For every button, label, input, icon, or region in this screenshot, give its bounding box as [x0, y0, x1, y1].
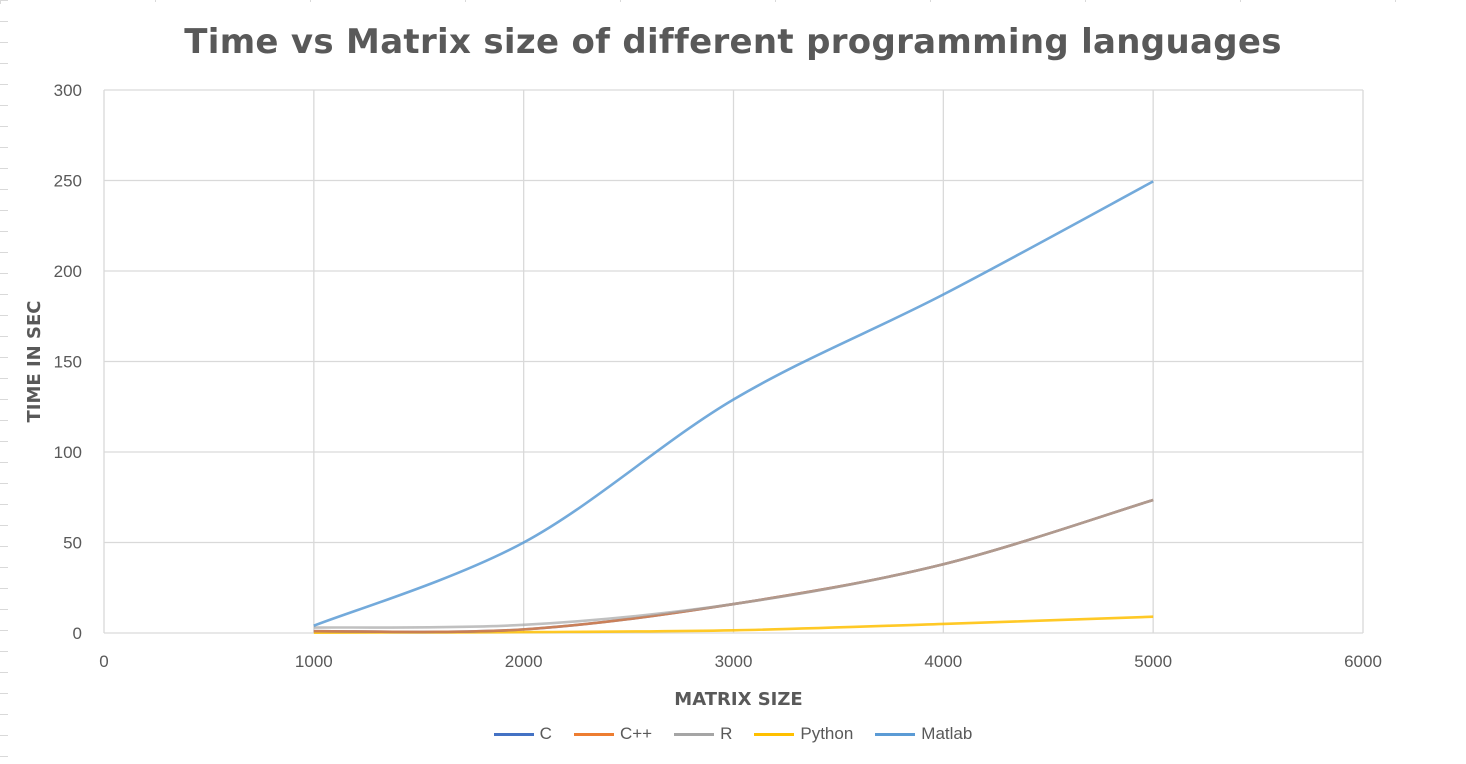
legend-item: C++	[573, 724, 653, 744]
legend-item: R	[674, 724, 732, 744]
legend-swatch	[674, 732, 715, 736]
y-tick-label: 300	[54, 81, 82, 100]
x-axis-title: MATRIX SIZE	[674, 689, 802, 710]
x-tick-label: 2000	[505, 652, 543, 671]
legend-label: C	[539, 724, 552, 743]
legend-label: R	[720, 724, 733, 743]
legend-item: Matlab	[875, 724, 972, 744]
legend-swatch	[875, 732, 916, 736]
y-tick-label: 200	[54, 262, 82, 281]
x-tick-label: 5000	[1134, 652, 1172, 671]
y-tick-label: 150	[54, 353, 82, 372]
y-tick-label: 50	[63, 534, 82, 553]
legend-label: Python	[800, 724, 854, 743]
legend-swatch	[493, 732, 534, 736]
series-line-matlab	[313, 180, 1154, 627]
y-tick-label: 250	[54, 172, 82, 191]
x-tick-label: 1000	[295, 652, 333, 671]
legend-label: Matlab	[921, 724, 973, 743]
x-tick-label: 6000	[1344, 652, 1382, 671]
legend-swatch	[573, 732, 614, 736]
chart-area[interactable]	[8, 2, 1464, 762]
sheet-row-gutter	[0, 0, 8, 764]
y-tick-label: 0	[73, 624, 82, 643]
x-tick-label: 4000	[924, 652, 962, 671]
x-tick-label: 0	[99, 652, 108, 671]
y-axis-title: TIME IN SEC	[24, 301, 45, 423]
legend-item: C	[493, 724, 552, 744]
legend-swatch	[754, 732, 795, 736]
chart-title: Time vs Matrix size of different program…	[184, 22, 1282, 62]
x-tick-label: 3000	[715, 652, 753, 671]
legend-label: C++	[619, 724, 653, 743]
series-line-r	[313, 498, 1154, 629]
y-tick-label: 100	[54, 443, 82, 462]
legend-item: Python	[754, 724, 853, 744]
chart-legend: C C++ R Python Matlab	[0, 724, 1466, 744]
